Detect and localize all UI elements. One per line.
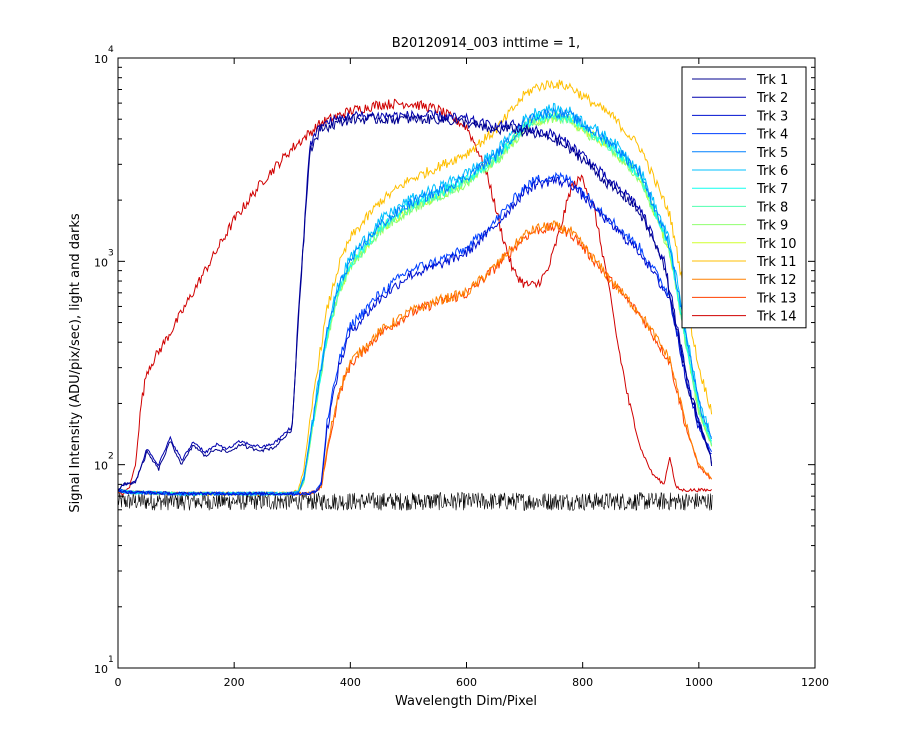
series-line-trk-4	[117, 171, 713, 497]
series-group	[117, 79, 713, 512]
legend-label-trk-7: Trk 7	[756, 182, 788, 197]
legend-label-trk-9: Trk 9	[756, 219, 788, 234]
legend: Trk 1 Trk 2 Trk 3 Trk 4 Trk 5 Trk 6 Trk 7 Trk 8…	[681, 66, 807, 329]
series-line-trk-3	[117, 175, 712, 497]
legend-label-trk-6: Trk 6	[756, 164, 788, 179]
x-tick-label: 0	[115, 676, 122, 689]
y-tick-label: 10	[94, 460, 108, 473]
legend-label-trk-8: Trk 8	[756, 200, 788, 215]
legend-label-trk-12: Trk 12	[756, 273, 797, 288]
x-tick-label: 1000	[685, 676, 713, 689]
legend-label-trk-5: Trk 5	[756, 146, 788, 161]
x-tick-label: 200	[224, 676, 245, 689]
series-line-dark-frames	[117, 491, 713, 512]
series-line-trk-1	[117, 113, 713, 492]
x-tick-label: 600	[456, 676, 477, 689]
series-line-trk-14	[117, 98, 712, 496]
legend-label-trk-2: Trk 2	[756, 91, 788, 106]
y-tick-exponent: 3	[108, 248, 114, 258]
legend-label-trk-3: Trk 3	[756, 109, 788, 124]
series-line-trk-5	[117, 106, 713, 497]
legend-label-trk-10: Trk 10	[756, 237, 797, 252]
legend-box	[681, 66, 807, 329]
x-axis-label: Wavelength Dim/Pixel	[395, 694, 537, 709]
y-tick-exponent: 4	[108, 45, 114, 55]
y-tick-label: 10	[94, 256, 108, 269]
y-tick-exponent: 2	[108, 452, 114, 462]
y-tick-label: 10	[94, 663, 108, 676]
legend-label-trk-4: Trk 4	[756, 128, 788, 143]
y-tick-label: 10	[94, 53, 108, 66]
x-tick-label: 1200	[801, 676, 829, 689]
y-tick-exponent: 1	[108, 655, 114, 665]
legend-label-trk-13: Trk 13	[756, 291, 797, 306]
chart-title: B20120914_003 inttime = 1,	[392, 36, 580, 51]
legend-label-trk-11: Trk 11	[756, 255, 797, 270]
y-axis-label: Signal Intensity (ADU/pix/sec), light an…	[68, 213, 83, 512]
x-tick-label: 400	[340, 676, 361, 689]
x-tick-label: 800	[572, 676, 593, 689]
legend-label-trk-1: Trk 1	[756, 73, 788, 88]
legend-label-trk-14: Trk 14	[756, 310, 797, 325]
